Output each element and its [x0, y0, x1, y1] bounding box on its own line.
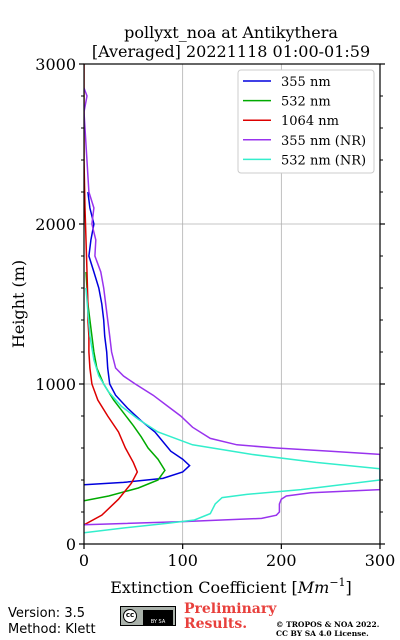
- series-line-0: [84, 191, 191, 486]
- y-tick-label: 3000: [35, 55, 76, 74]
- x-axis-label-end: ]: [346, 578, 352, 597]
- x-tick-label: 200: [266, 551, 297, 570]
- series-line-1: [84, 271, 166, 502]
- plot-frame: [83, 63, 381, 545]
- legend-entry-label: 355 nm (NR): [281, 134, 366, 149]
- series-line-3: [84, 87, 380, 526]
- chart-title-line2: [Averaged] 20221118 01:00-01:59: [92, 42, 370, 61]
- preliminary-results-notice: Preliminary Results.: [184, 602, 276, 632]
- x-axis-label: Extinction Coefficient [Mm−1]: [110, 576, 352, 597]
- chart-title-line1: pollyxt_noa at Antikythera: [124, 23, 338, 42]
- cc-badge-text: BY SA: [143, 619, 173, 625]
- series-line-4: [84, 287, 380, 534]
- legend: 355 nm 532 nm 1064 nm 355 nm (NR) 532 nm (NR…: [237, 69, 375, 174]
- cc-license-icon: cc BY SA: [120, 606, 176, 626]
- y-axis-label: Height (m): [9, 260, 28, 348]
- copyright-line2: CC BY SA 4.0 License.: [276, 629, 369, 638]
- y-tick-label: 0: [66, 535, 76, 554]
- legend-frame: [237, 69, 375, 174]
- x-tick-label: 100: [167, 551, 198, 570]
- series-lines: [84, 64, 380, 534]
- prelim-line2: Results.: [184, 616, 248, 632]
- y-tick-label: 1000: [35, 375, 76, 394]
- legend-entry-label: 532 nm (NR): [281, 153, 366, 168]
- legend-entry-label: 355 nm: [281, 75, 331, 90]
- version-info: Version: 3.5 Method: Klett: [8, 606, 96, 638]
- by-sa-icons: [143, 610, 173, 619]
- y-tick-label: 2000: [35, 215, 76, 234]
- x-tick-label: 300: [365, 551, 396, 570]
- prelim-line1: Preliminary: [184, 601, 277, 617]
- x-axis-label-base: Extinction Coefficient [: [110, 578, 298, 597]
- copyright-line1: © TROPOS & NOA 2022.: [276, 620, 380, 629]
- copyright-notice: © TROPOS & NOA 2022. CC BY SA 4.0 Licens…: [276, 620, 379, 638]
- series-line-2: [84, 64, 139, 526]
- legend-entry-label: 1064 nm: [281, 114, 339, 129]
- version-text: Version: 3.5: [8, 606, 85, 621]
- legend-entry-label: 532 nm: [281, 95, 331, 110]
- x-axis-label-unit: Mm: [297, 578, 330, 597]
- method-text: Method: Klett: [8, 622, 96, 637]
- x-axis-label-exponent: −1: [329, 576, 345, 589]
- cc-circle-icon: cc: [123, 609, 137, 623]
- x-tick-label: 0: [79, 551, 89, 570]
